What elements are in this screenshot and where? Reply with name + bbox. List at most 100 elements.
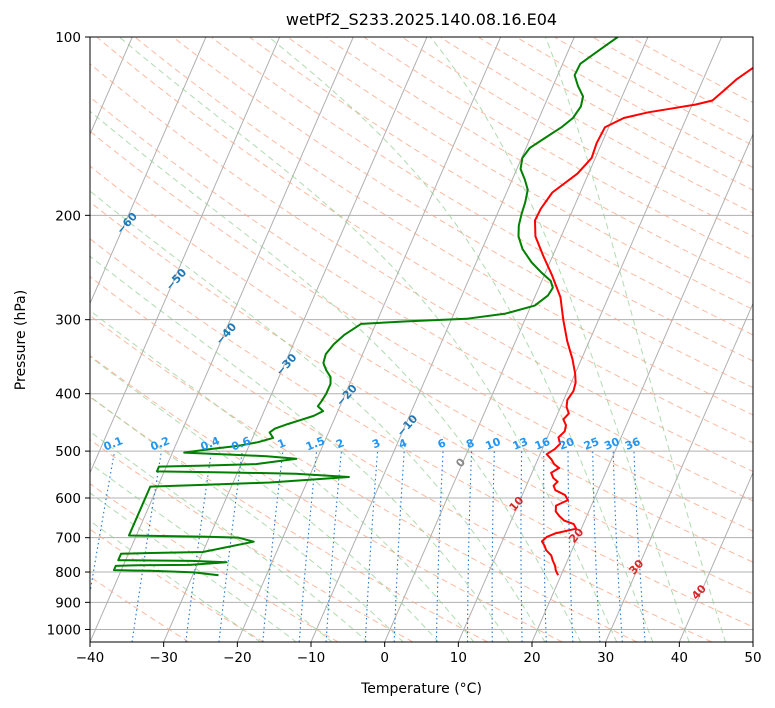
mixing-ratio-label: 13: [511, 435, 530, 453]
x-tick-label: 40: [671, 650, 688, 666]
y-tick-label: 400: [55, 387, 81, 403]
dry-adiabat: [90, 96, 753, 502]
dry-adiabat: [517, 37, 753, 169]
moist-adiabat: [90, 395, 404, 642]
y-tick-label: 1000: [47, 622, 81, 638]
moist-adiabat: [90, 309, 475, 642]
dry-adiabat: [97, 37, 753, 444]
mixing-ratio-label: 10: [483, 435, 502, 453]
y-tick-label: 100: [55, 30, 81, 46]
moist-adiabat: [544, 37, 727, 642]
dry-adiabat: [555, 37, 753, 147]
dry-adiabat: [90, 165, 753, 563]
dry-adiabat: [90, 276, 712, 642]
temperature-profile-line: [533, 66, 753, 576]
isotherm: [90, 37, 354, 642]
background-lines: [90, 37, 753, 642]
dry-adiabat: [249, 37, 753, 336]
mixing-ratio-line: [262, 451, 284, 642]
x-tick-label: 50: [744, 650, 761, 666]
dry-adiabat: [90, 355, 563, 642]
dry-adiabat: [90, 130, 753, 532]
isotherm: [457, 37, 723, 642]
y-tick-label: 200: [55, 208, 81, 224]
isotherm: [678, 471, 753, 642]
dry-adiabat: [288, 37, 753, 311]
mixing-ratio-line: [131, 451, 163, 642]
moist-adiabat: [268, 37, 654, 642]
y-tick-label: 500: [55, 444, 81, 460]
moist-adiabat: [90, 492, 298, 642]
y-tick-label: 900: [55, 595, 81, 611]
x-tick-label: 30: [597, 650, 614, 666]
dry-adiabat: [478, 37, 753, 191]
dry-adiabat: [364, 37, 753, 261]
x-tick-label: −20: [223, 650, 252, 666]
mixing-ratio-line: [466, 451, 473, 642]
mixing-ratio-label: 25: [582, 435, 601, 453]
mixing-ratio-label: 8: [464, 436, 476, 451]
x-tick-label: 10: [450, 650, 467, 666]
mixing-ratio-line: [633, 451, 646, 642]
isotherm: [384, 37, 649, 642]
mixing-ratio-line: [218, 451, 243, 642]
dry-adiabat: [90, 238, 753, 628]
dry-adiabat: [90, 314, 638, 642]
y-tick-label: 700: [55, 531, 81, 547]
x-tick-label: 20: [523, 650, 540, 666]
mixing-ratio-line: [612, 451, 623, 642]
mixing-ratio-line: [298, 451, 318, 642]
mixing-ratio-label: 36: [623, 435, 642, 453]
x-tick-label: −10: [297, 650, 326, 666]
isotherm: [90, 37, 281, 474]
dry-adiabat: [402, 37, 753, 237]
mixing-ratio-line: [491, 451, 495, 642]
mixing-ratio-line: [364, 451, 379, 642]
isotherm: [90, 37, 207, 305]
axes: −40 −30 −20 −10 0 10 20 30 40 50 100 200 300 400 500 60…: [47, 30, 762, 666]
dry-adiabat: [90, 63, 753, 473]
mixing-ratio-label: 30: [602, 435, 621, 453]
moist-adiabat: [90, 255, 510, 642]
mixing-ratio-line: [520, 451, 523, 642]
moist-adiabat: [429, 37, 690, 642]
plot-frame: [89, 36, 754, 643]
mixing-ratio-line: [90, 451, 116, 596]
moist-adiabat: [90, 355, 440, 642]
isotherm: [531, 132, 753, 642]
moist-adiabat: [90, 430, 369, 642]
x-tick-label: −30: [149, 650, 178, 666]
isotherm: [605, 302, 753, 642]
mixing-ratio-label: 2: [334, 436, 346, 451]
x-tick-label: −40: [76, 650, 105, 666]
dry-adiabat: [440, 37, 753, 214]
mixing-ratio-label: 1: [276, 436, 288, 451]
moist-adiabat: [118, 37, 618, 642]
y-tick-label: 600: [55, 491, 81, 507]
y-axis-label: Pressure (hPa): [13, 290, 29, 390]
chart-title: wetPf2_S233.2025.140.08.16.E04: [286, 10, 557, 30]
isotherm: [236, 37, 502, 642]
mixing-ratio-label: 20: [557, 435, 576, 453]
mixing-ratio-line: [567, 451, 574, 642]
isotherm: [163, 37, 428, 642]
mixing-ratio-line: [393, 451, 405, 642]
mixing-ratio-line: [185, 451, 212, 642]
mixing-ratio-line: [325, 451, 342, 642]
mixing-ratio-label: 3: [370, 436, 382, 451]
mixing-ratio-line: [592, 451, 601, 642]
mixing-ratio-label: 16: [533, 435, 552, 453]
profile-series: [112, 37, 753, 577]
y-tick-label: 300: [55, 313, 81, 329]
dry-adiabat: [326, 37, 753, 286]
mixing-ratio-line: [543, 451, 547, 642]
dewpoint-profile-line: [112, 37, 619, 577]
x-axis-label: Temperature (°C): [360, 681, 482, 697]
mixing-ratio-line: [435, 451, 444, 642]
moist-adiabat: [90, 190, 546, 642]
dry-adiabat: [90, 483, 339, 642]
y-tick-label: 800: [55, 565, 81, 581]
x-tick-label: 0: [380, 650, 389, 666]
